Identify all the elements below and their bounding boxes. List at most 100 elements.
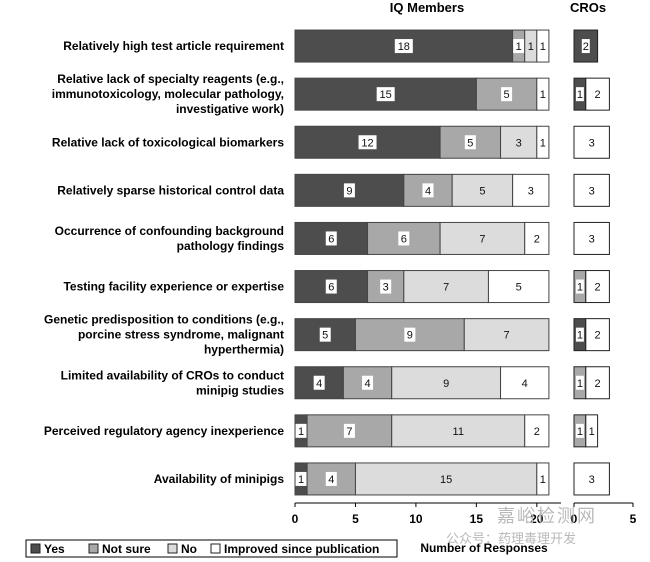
data-label: 18 — [398, 41, 410, 53]
data-label: 4 — [522, 378, 528, 390]
data-label: 15 — [380, 89, 392, 101]
data-label: 2 — [595, 282, 601, 294]
data-label: 6 — [401, 233, 407, 245]
bar-segment-improved-since-publication — [512, 173, 550, 207]
data-label-box — [325, 279, 337, 294]
category-label: porcine stress syndrome, malignant — [78, 328, 284, 342]
data-label: 1 — [589, 426, 595, 438]
data-label-box — [398, 231, 410, 246]
x-tick-label: 20 — [530, 512, 544, 526]
data-label: 9 — [443, 378, 449, 390]
data-label: 5 — [516, 282, 522, 294]
cro-segment-improved-since-publication — [573, 221, 610, 255]
cro-segment-improved-since-publication — [585, 318, 610, 352]
data-label: 6 — [328, 233, 334, 245]
legend-label-yes: Yes — [44, 542, 65, 556]
cro-segment-improved-since-publication — [585, 77, 610, 111]
x-tick-label: 10 — [409, 512, 423, 526]
x-tick-label: 5 — [352, 512, 359, 526]
data-label-box — [295, 471, 307, 486]
category-label: Genetic predisposition to conditions (e.… — [44, 313, 284, 327]
data-label: 1 — [540, 474, 546, 486]
data-label-box — [380, 279, 392, 294]
data-label-box — [319, 327, 331, 342]
data-label-box — [404, 327, 416, 342]
data-label: 3 — [589, 137, 595, 149]
bar-segment-no — [354, 462, 538, 496]
category-label: Relatively high test article requirement — [63, 39, 284, 53]
legend-swatch-improved-since-publication — [210, 543, 221, 554]
category-label: Relative lack of specialty reagents (e.g… — [57, 72, 284, 86]
category-label: Occurrence of confounding background — [55, 224, 284, 238]
x-axis-ticks: 0 5 10 15 20 — [292, 503, 544, 526]
data-label: 9 — [346, 185, 352, 197]
bar-segment-improved-since-publication — [487, 270, 550, 304]
main-bars: 18 1 1 115 5 112 5 3 19 4 5 36 6 7 26 3 7 55 9 74 4 9 41 7 11 21 4… — [294, 29, 550, 496]
bar-segment-no — [500, 125, 538, 159]
watermark-bottom: 公众号：药理毒理开发 — [446, 532, 577, 547]
data-label-box — [343, 423, 355, 438]
data-label: 1 — [516, 41, 522, 53]
legend-label-improved-since-publication: Improved since publication — [224, 542, 379, 556]
bar-segment-improved-since-publication — [536, 77, 550, 111]
bar-segment-no — [451, 173, 514, 207]
data-label: 1 — [577, 330, 583, 342]
cro-segment-improved-since-publication — [573, 125, 610, 159]
category-label: pathology findings — [177, 239, 285, 253]
cro-tick-label: 5 — [630, 512, 637, 526]
category-labels: Relatively high test article requirement… — [44, 39, 284, 486]
bar-segment-improved-since-publication — [524, 221, 550, 255]
data-label: 3 — [589, 185, 595, 197]
data-label: 12 — [361, 137, 373, 149]
data-label-box — [376, 87, 395, 102]
bar-segment-improved-since-publication — [536, 125, 550, 159]
data-label-box — [575, 423, 584, 438]
data-label: 1 — [298, 426, 304, 438]
data-label: 1 — [577, 89, 583, 101]
data-label: 3 — [589, 474, 595, 486]
data-label: 1 — [577, 282, 583, 294]
data-label: 4 — [316, 378, 322, 390]
chart-title: IQ Members — [390, 0, 464, 15]
bar-segment-improved-since-publication — [536, 462, 550, 496]
data-label-box — [575, 279, 584, 294]
data-label: 1 — [577, 426, 583, 438]
category-label: Testing facility experience or expertise — [63, 280, 284, 294]
bar-segment-improved-since-publication — [536, 29, 550, 63]
x-axis-label: Number of Responses — [420, 541, 548, 555]
category-label: immunotoxicology, molecular pathology, — [52, 87, 284, 101]
data-label: 2 — [595, 378, 601, 390]
data-label: 11 — [453, 426, 464, 438]
data-label-box — [343, 183, 355, 198]
bar-segment-not-sure — [342, 366, 393, 400]
bar-segment-no — [391, 366, 502, 400]
category-label: minipig studies — [196, 383, 284, 397]
data-label-box — [295, 423, 307, 438]
cro-title: CROs — [570, 0, 606, 15]
cro-segment-improved-since-publication — [585, 270, 610, 304]
x-tick-label: 15 — [470, 512, 484, 526]
data-label: 7 — [504, 330, 510, 342]
data-label: 4 — [364, 378, 370, 390]
legend-swatch-no — [167, 543, 178, 554]
data-label-box — [325, 471, 337, 486]
data-label-box — [464, 135, 476, 150]
data-label: 3 — [516, 137, 522, 149]
data-label: 5 — [479, 185, 485, 197]
bar-segment-no — [403, 270, 489, 304]
data-label: 4 — [328, 474, 334, 486]
bar-segment-no — [439, 221, 526, 255]
data-label: 2 — [534, 426, 540, 438]
data-label: 6 — [328, 282, 334, 294]
data-label: 2 — [595, 89, 601, 101]
data-label: 7 — [346, 426, 352, 438]
data-label: 5 — [322, 330, 328, 342]
data-label: 3 — [383, 282, 389, 294]
cro-segment-improved-since-publication — [585, 414, 599, 448]
data-label-box — [362, 375, 374, 390]
category-label: investigative work) — [176, 102, 284, 116]
legend-label-not-sure: Not sure — [102, 542, 151, 556]
bar-segment-no — [463, 318, 550, 352]
